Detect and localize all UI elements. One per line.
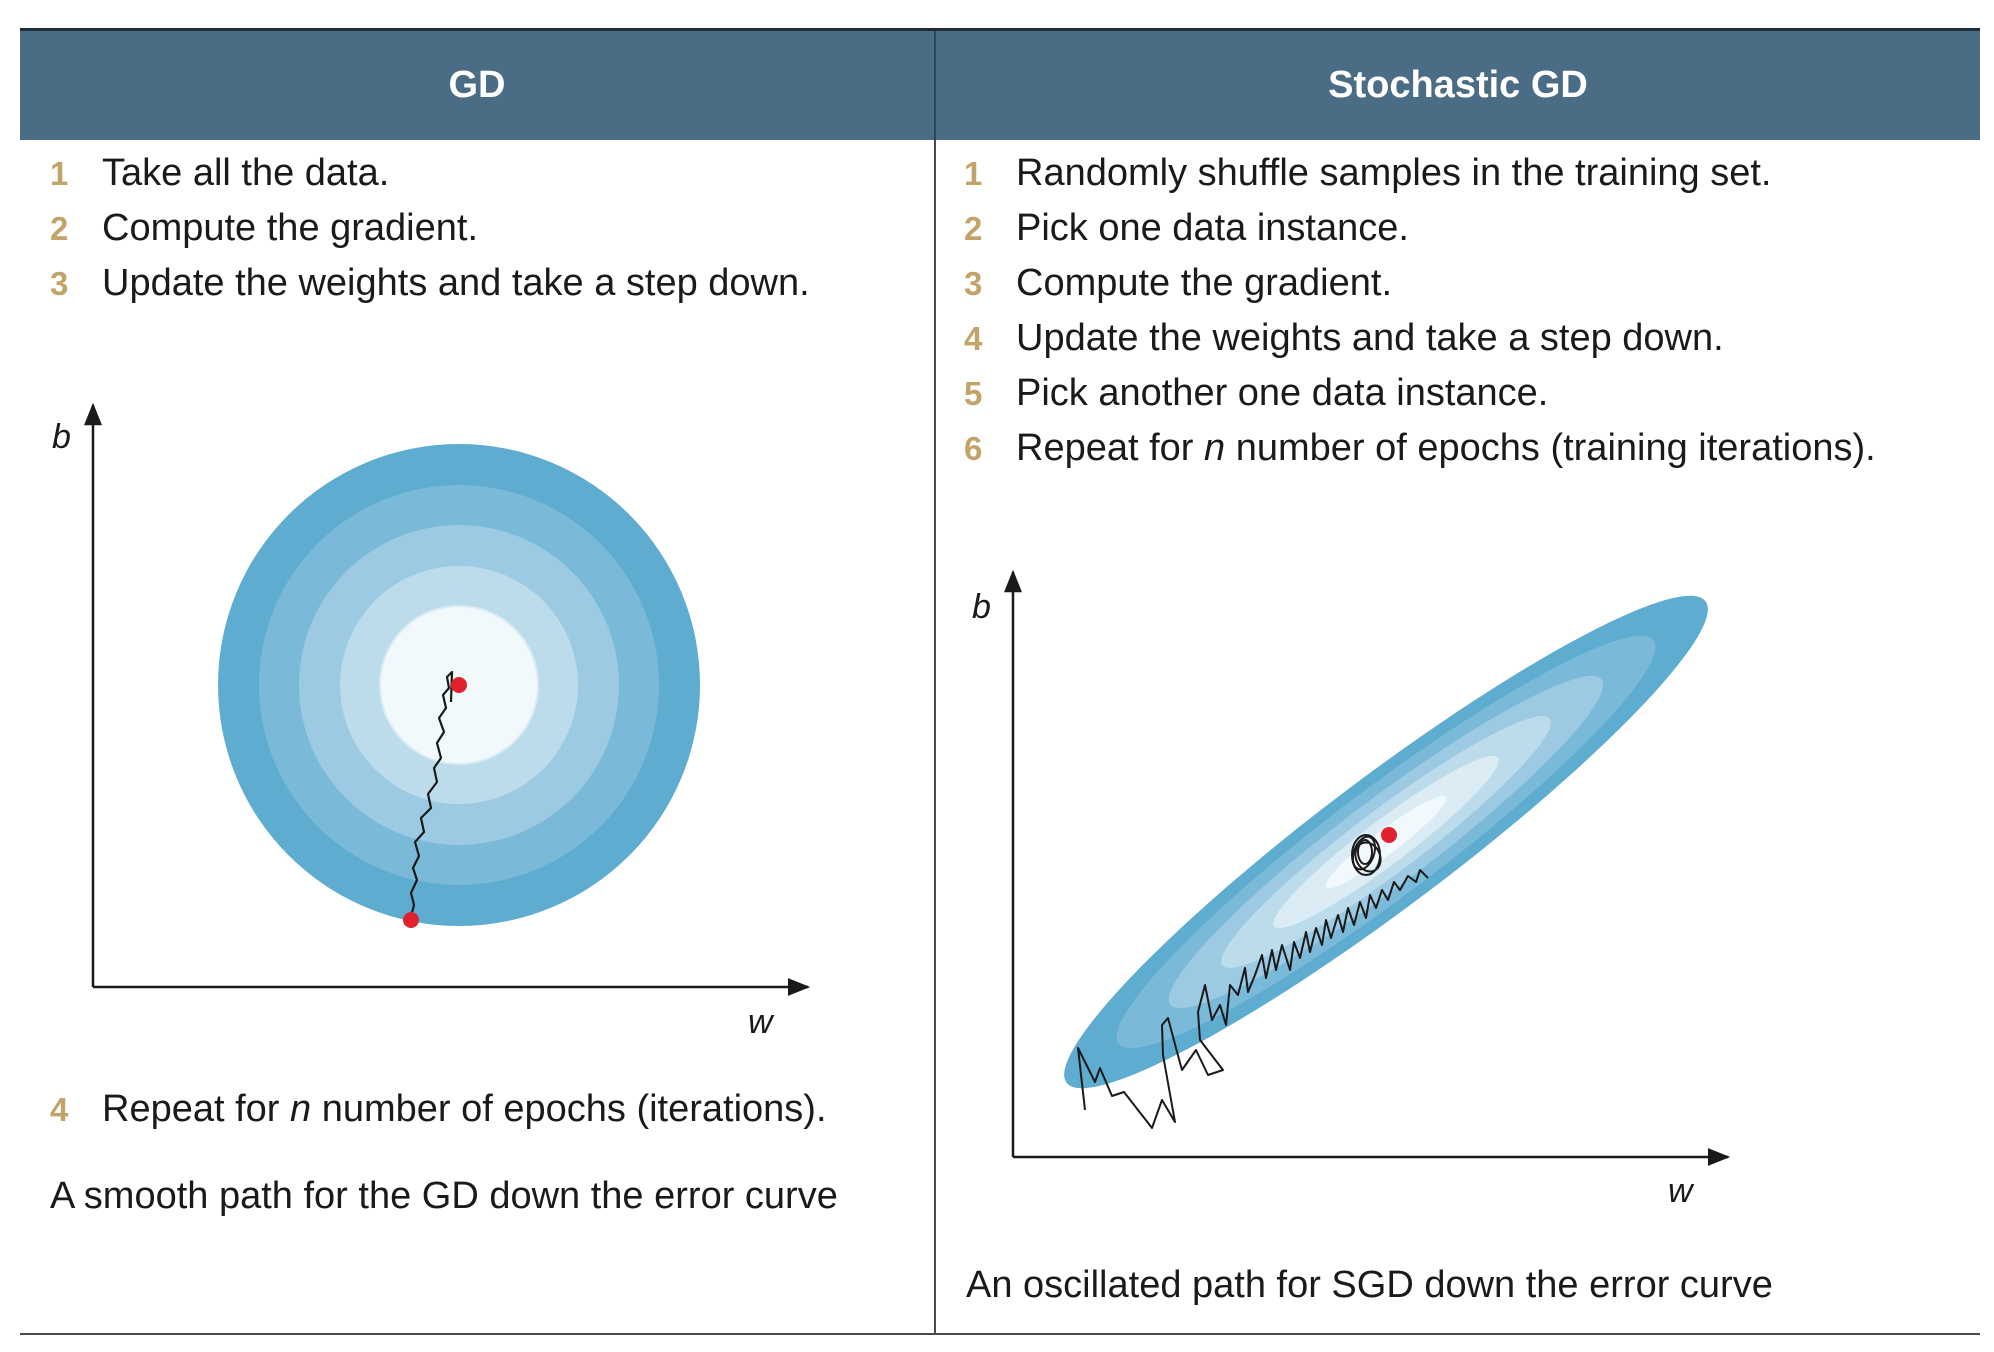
- step-number: 2: [50, 210, 69, 247]
- gd-column-title: GD: [448, 64, 506, 106]
- step-number: 6: [964, 430, 983, 467]
- gd-minimum-point: [451, 677, 467, 693]
- gd-step-4: 4 Repeat for n number of epochs (iterati…: [50, 1088, 827, 1143]
- gd-diagram: b w: [52, 402, 811, 1041]
- step-text: Randomly shuffle samples in the training…: [1016, 152, 1772, 194]
- tangle-loop: [1357, 839, 1373, 865]
- step-text: Update the weights and take a step down.: [1016, 317, 1724, 359]
- step-number: 4: [964, 320, 983, 357]
- sgd-step: 3 Compute the gradient.: [964, 262, 1876, 317]
- sgd-caption: An oscillated path for SGD down the erro…: [966, 1264, 1773, 1306]
- gd-caption: A smooth path for the GD down the error …: [50, 1175, 838, 1217]
- step-number: 4: [50, 1091, 69, 1128]
- step-text: Update the weights and take a step down.: [102, 262, 810, 304]
- step-text: Pick one data instance.: [1016, 207, 1409, 249]
- step-number: 1: [50, 155, 69, 192]
- step-number: 1: [964, 155, 983, 192]
- sgd-steps-list: 1 Randomly shuffle samples in the traini…: [964, 152, 1876, 482]
- sgd-step: 2 Pick one data instance.: [964, 207, 1876, 262]
- variable-n: n: [1204, 427, 1226, 469]
- step-text: Compute the gradient.: [1016, 262, 1393, 304]
- step-number: 3: [50, 265, 69, 302]
- step-number: 3: [964, 265, 983, 302]
- gd-start-point: [403, 912, 419, 928]
- sgd-step: 4 Update the weights and take a step dow…: [964, 317, 1876, 372]
- sgd-diagram: b w: [972, 569, 1731, 1210]
- tangle-loop: [1351, 835, 1377, 871]
- gd-step: 1 Take all the data.: [50, 152, 810, 207]
- gd-step: 3 Update the weights and take a step dow…: [50, 262, 810, 317]
- sgd-step: 6 Repeat for n number of epochs (trainin…: [964, 427, 1876, 482]
- gd-steps-list: 1 Take all the data. 2 Compute the gradi…: [50, 152, 810, 317]
- header-divider: [934, 31, 936, 140]
- sgd-oscillating-path: [1077, 869, 1429, 1129]
- sgd-y-axis-label: b: [972, 588, 991, 626]
- gd-step: 2 Compute the gradient.: [50, 207, 810, 262]
- step-text: Repeat for n number of epochs (iteration…: [102, 1088, 827, 1130]
- step-text: Compute the gradient.: [102, 207, 479, 249]
- gd-x-axis-label: w: [748, 1003, 775, 1041]
- sgd-x-axis-label: w: [1668, 1172, 1695, 1210]
- variable-n: n: [290, 1088, 312, 1130]
- table-bottom-rule: [20, 1333, 1980, 1335]
- sgd-tangle: [1351, 834, 1382, 876]
- step-text: Take all the data.: [102, 152, 390, 194]
- column-divider: [934, 140, 936, 1334]
- sgd-step: 1 Randomly shuffle samples in the traini…: [964, 152, 1876, 207]
- step-number: 5: [964, 375, 983, 412]
- step-text: Repeat for n number of epochs (training …: [1016, 427, 1876, 469]
- tangle-loop: [1354, 841, 1382, 873]
- step-text: Pick another one data instance.: [1016, 372, 1549, 414]
- gd-y-axis-label: b: [52, 418, 71, 456]
- table-header: GD Stochastic GD: [20, 28, 1980, 140]
- sgd-column-title: Stochastic GD: [1328, 64, 1588, 106]
- sgd-minimum-point: [1381, 827, 1397, 843]
- step-number: 2: [964, 210, 983, 247]
- sgd-step: 5 Pick another one data instance.: [964, 372, 1876, 427]
- gd-descent-path: [408, 670, 454, 921]
